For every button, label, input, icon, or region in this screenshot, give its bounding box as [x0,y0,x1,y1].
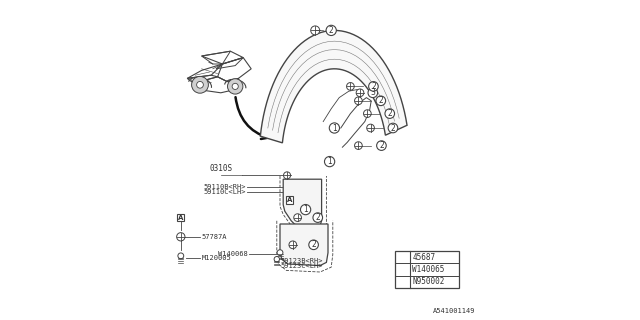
Bar [286,196,293,204]
Polygon shape [260,30,407,143]
Text: 3: 3 [400,279,404,285]
Circle shape [368,88,378,98]
Circle shape [289,241,296,249]
Text: M120005: M120005 [202,255,231,260]
Text: 2: 2 [379,141,384,150]
Text: 2: 2 [390,124,396,132]
Circle shape [329,123,339,133]
Text: 2: 2 [400,267,404,273]
Text: 1: 1 [400,254,404,260]
Text: A541001149: A541001149 [433,308,475,314]
Circle shape [377,141,387,150]
Polygon shape [280,224,328,266]
Text: W140065: W140065 [412,265,445,274]
Text: 1: 1 [303,205,308,214]
Circle shape [232,83,238,90]
Bar [396,251,460,288]
Text: 2: 2 [371,82,376,91]
Circle shape [398,277,407,286]
Text: 1: 1 [332,124,337,132]
Text: 0310S: 0310S [209,164,232,173]
Circle shape [347,83,355,90]
Circle shape [274,257,280,262]
Circle shape [311,26,320,35]
Circle shape [355,97,362,105]
Text: 2: 2 [329,26,333,35]
Circle shape [177,233,185,241]
Circle shape [356,89,364,97]
Polygon shape [283,179,322,227]
Text: 57787A: 57787A [202,234,227,240]
Circle shape [326,25,337,36]
Circle shape [228,79,243,94]
Circle shape [301,204,311,215]
Text: 2: 2 [311,240,316,249]
Circle shape [324,156,335,167]
Circle shape [178,253,184,259]
Text: 2: 2 [387,109,392,118]
Circle shape [385,109,394,118]
Circle shape [398,253,407,262]
Text: N950002: N950002 [412,277,445,286]
Circle shape [277,250,283,256]
Circle shape [364,110,371,117]
Text: W140068: W140068 [218,252,248,257]
Text: A: A [178,215,184,220]
Bar [177,214,184,221]
Circle shape [369,82,378,91]
Circle shape [284,172,291,179]
Text: 3: 3 [371,88,375,97]
Circle shape [355,142,362,149]
Circle shape [308,240,319,250]
Text: 2: 2 [316,213,320,222]
Text: 45687: 45687 [412,253,435,262]
Circle shape [388,123,398,133]
Circle shape [191,76,209,93]
Text: A: A [287,197,292,203]
Circle shape [294,214,301,221]
Text: 2: 2 [378,96,383,105]
Text: 1: 1 [327,157,332,166]
Text: 59123C<LH>: 59123C<LH> [280,263,323,269]
Text: 59110C<LH>: 59110C<LH> [204,189,246,195]
Circle shape [313,213,323,222]
Circle shape [376,96,385,106]
Text: 59123B<RH>: 59123B<RH> [280,258,323,264]
Circle shape [367,124,374,132]
Circle shape [196,82,204,88]
Text: 59110B<RH>: 59110B<RH> [204,184,246,190]
Circle shape [398,265,407,274]
